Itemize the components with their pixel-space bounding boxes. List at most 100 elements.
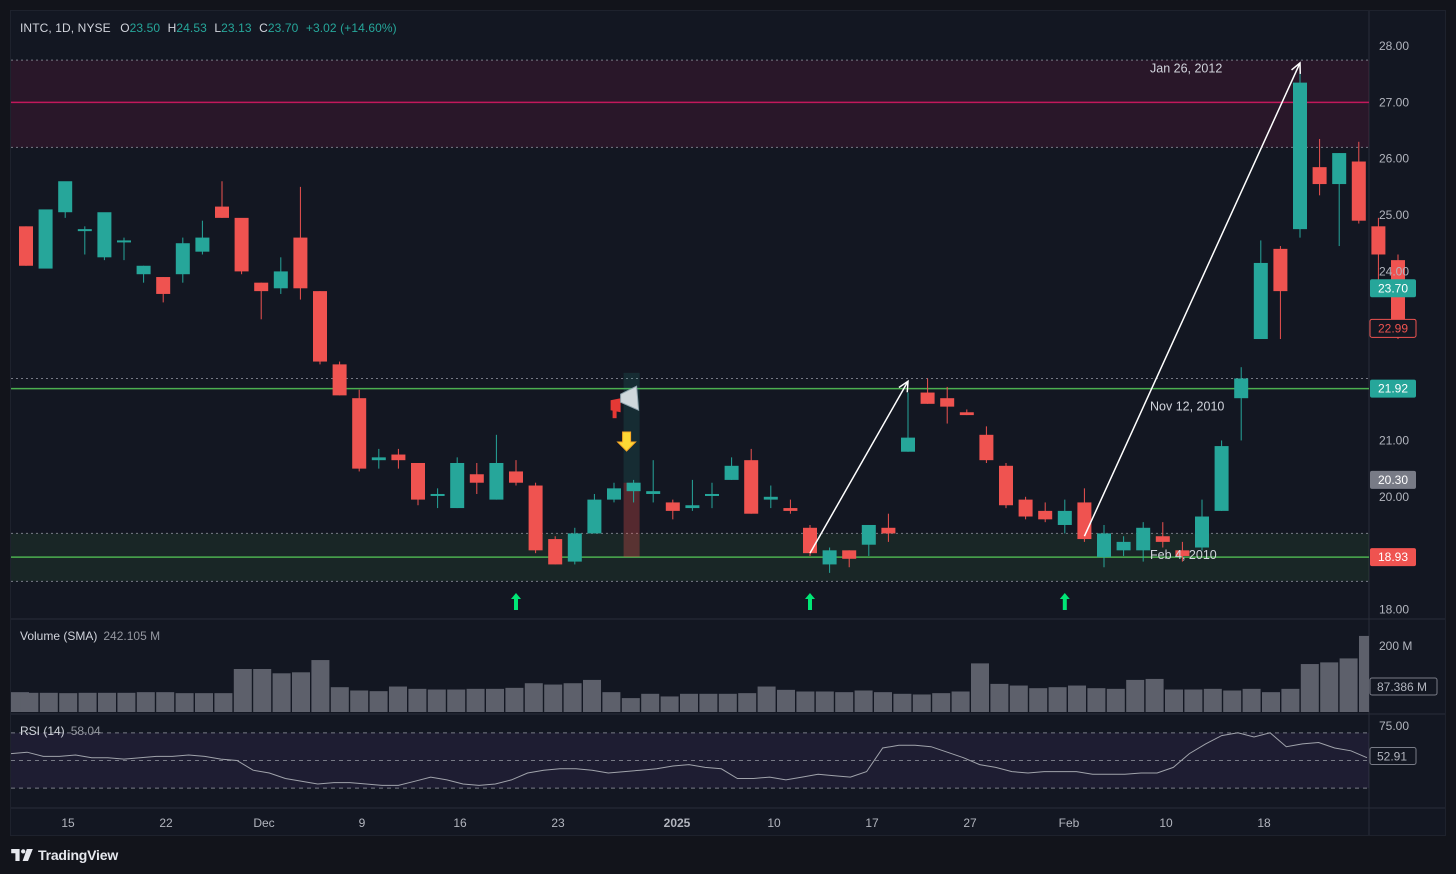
candle [1155, 522, 1170, 548]
signal-highlight-down [623, 482, 640, 558]
candle [685, 479, 700, 511]
volume-bar [815, 691, 834, 712]
megaphone-handle [612, 410, 617, 419]
chart-area[interactable]: Jan 26, 2012 Nov 12, 2010 Feb 4, 2010 28.00… [10, 10, 1446, 836]
candle-body [705, 493, 719, 496]
down-arrow-icon [616, 431, 637, 452]
candle [450, 457, 465, 509]
volume-bar [583, 679, 601, 712]
symbol-label[interactable]: INTC, 1D, NYSE [20, 21, 111, 35]
candle-body [117, 240, 131, 243]
tradingview-brand[interactable]: TradingView [11, 847, 118, 863]
buy-signal-arrow-icon [511, 593, 521, 610]
candle [332, 361, 347, 396]
time-tick-label: 10 [767, 816, 781, 830]
candle-body [1116, 541, 1131, 551]
candle [391, 448, 406, 469]
candle [1273, 246, 1288, 340]
candle-body [136, 265, 151, 275]
candle-body [1057, 510, 1072, 525]
time-tick-label: 10 [1159, 816, 1173, 830]
volume-label-box [1369, 677, 1438, 696]
candle [77, 226, 92, 255]
megaphone-body [610, 398, 621, 413]
buy-arrow-shape [511, 593, 521, 610]
price-tick-label: 21.00 [1379, 433, 1409, 447]
candle-body [1175, 550, 1190, 556]
volume-bar [602, 692, 621, 712]
volume-bar [660, 696, 679, 712]
candle-body [528, 485, 543, 551]
price-tick-label: 24.00 [1379, 264, 1409, 278]
low-value: 23.13 [221, 21, 252, 35]
candle [587, 493, 602, 534]
time-tick-label: 9 [359, 816, 366, 830]
volume-bar [253, 669, 272, 712]
candle-body [332, 364, 347, 396]
close-label: C [259, 21, 268, 35]
price-legend[interactable]: INTC, 1D, NYSE O23.50 H24.53 L23.13 C23.… [20, 21, 397, 35]
volume-bar [951, 691, 970, 712]
volume-bar [350, 690, 369, 712]
candle [352, 389, 367, 472]
volume-bar [835, 692, 854, 712]
volume-bar [1359, 635, 1369, 712]
volume-legend[interactable]: Volume (SMA) 242.105 M [20, 629, 160, 643]
candle [1136, 522, 1151, 562]
candle-body [509, 471, 523, 483]
volume-bar [893, 693, 912, 712]
candle [979, 426, 994, 463]
volume-bar [544, 684, 563, 712]
volume-bar [330, 687, 349, 712]
candle [19, 226, 33, 266]
candle-body [1038, 510, 1053, 520]
volume-bar [1281, 688, 1300, 712]
candle [254, 282, 269, 320]
candle-body [1077, 502, 1092, 540]
rsi-tick-label: 75.00 [1379, 719, 1409, 733]
volume-bar [214, 693, 233, 712]
time-tick-label: 2025 [664, 816, 691, 830]
footer: TradingView [0, 838, 1456, 874]
candle [509, 460, 523, 486]
candle-body [920, 392, 935, 404]
candle [195, 220, 210, 255]
price-label-text: 20.30 [1378, 473, 1408, 487]
volume-bar [738, 693, 757, 712]
candle-body [665, 502, 680, 511]
candle [1175, 541, 1190, 562]
candle-body [685, 505, 700, 509]
candle [959, 409, 974, 416]
candle [430, 488, 445, 509]
trend-arrow-line [1083, 62, 1301, 537]
rsi-indicator-value: 58.04 [70, 724, 101, 738]
candle [175, 237, 190, 283]
volume-indicator-name: Volume (SMA) [20, 629, 98, 643]
candle-body [156, 277, 171, 294]
volume-bar [1048, 687, 1067, 712]
candle [469, 462, 484, 494]
candle [1253, 240, 1268, 340]
volume-bar [912, 694, 931, 712]
close-value: 23.70 [267, 21, 299, 35]
price-chart-svg[interactable]: Jan 26, 2012 Nov 12, 2010 Feb 4, 2010 28.00… [11, 11, 1446, 836]
time-tick-label: 15 [61, 816, 75, 830]
candle [646, 460, 661, 503]
time-tick-label: 23 [551, 816, 565, 830]
candle [1312, 138, 1327, 196]
candle [371, 448, 386, 469]
candle-body [1097, 533, 1111, 558]
candle-body [469, 474, 484, 483]
volume-bar [1203, 688, 1222, 712]
candle-body [489, 462, 504, 500]
candle-body [313, 291, 327, 362]
candle [1038, 502, 1053, 523]
candle-body [352, 398, 367, 469]
candle-body [842, 550, 857, 559]
candle-body [97, 212, 112, 258]
rsi-legend[interactable]: RSI (14) 58.04 [20, 724, 101, 738]
price-tick-label: 27.00 [1379, 95, 1409, 109]
volume-bar [447, 689, 466, 712]
volume-bar [39, 692, 58, 712]
